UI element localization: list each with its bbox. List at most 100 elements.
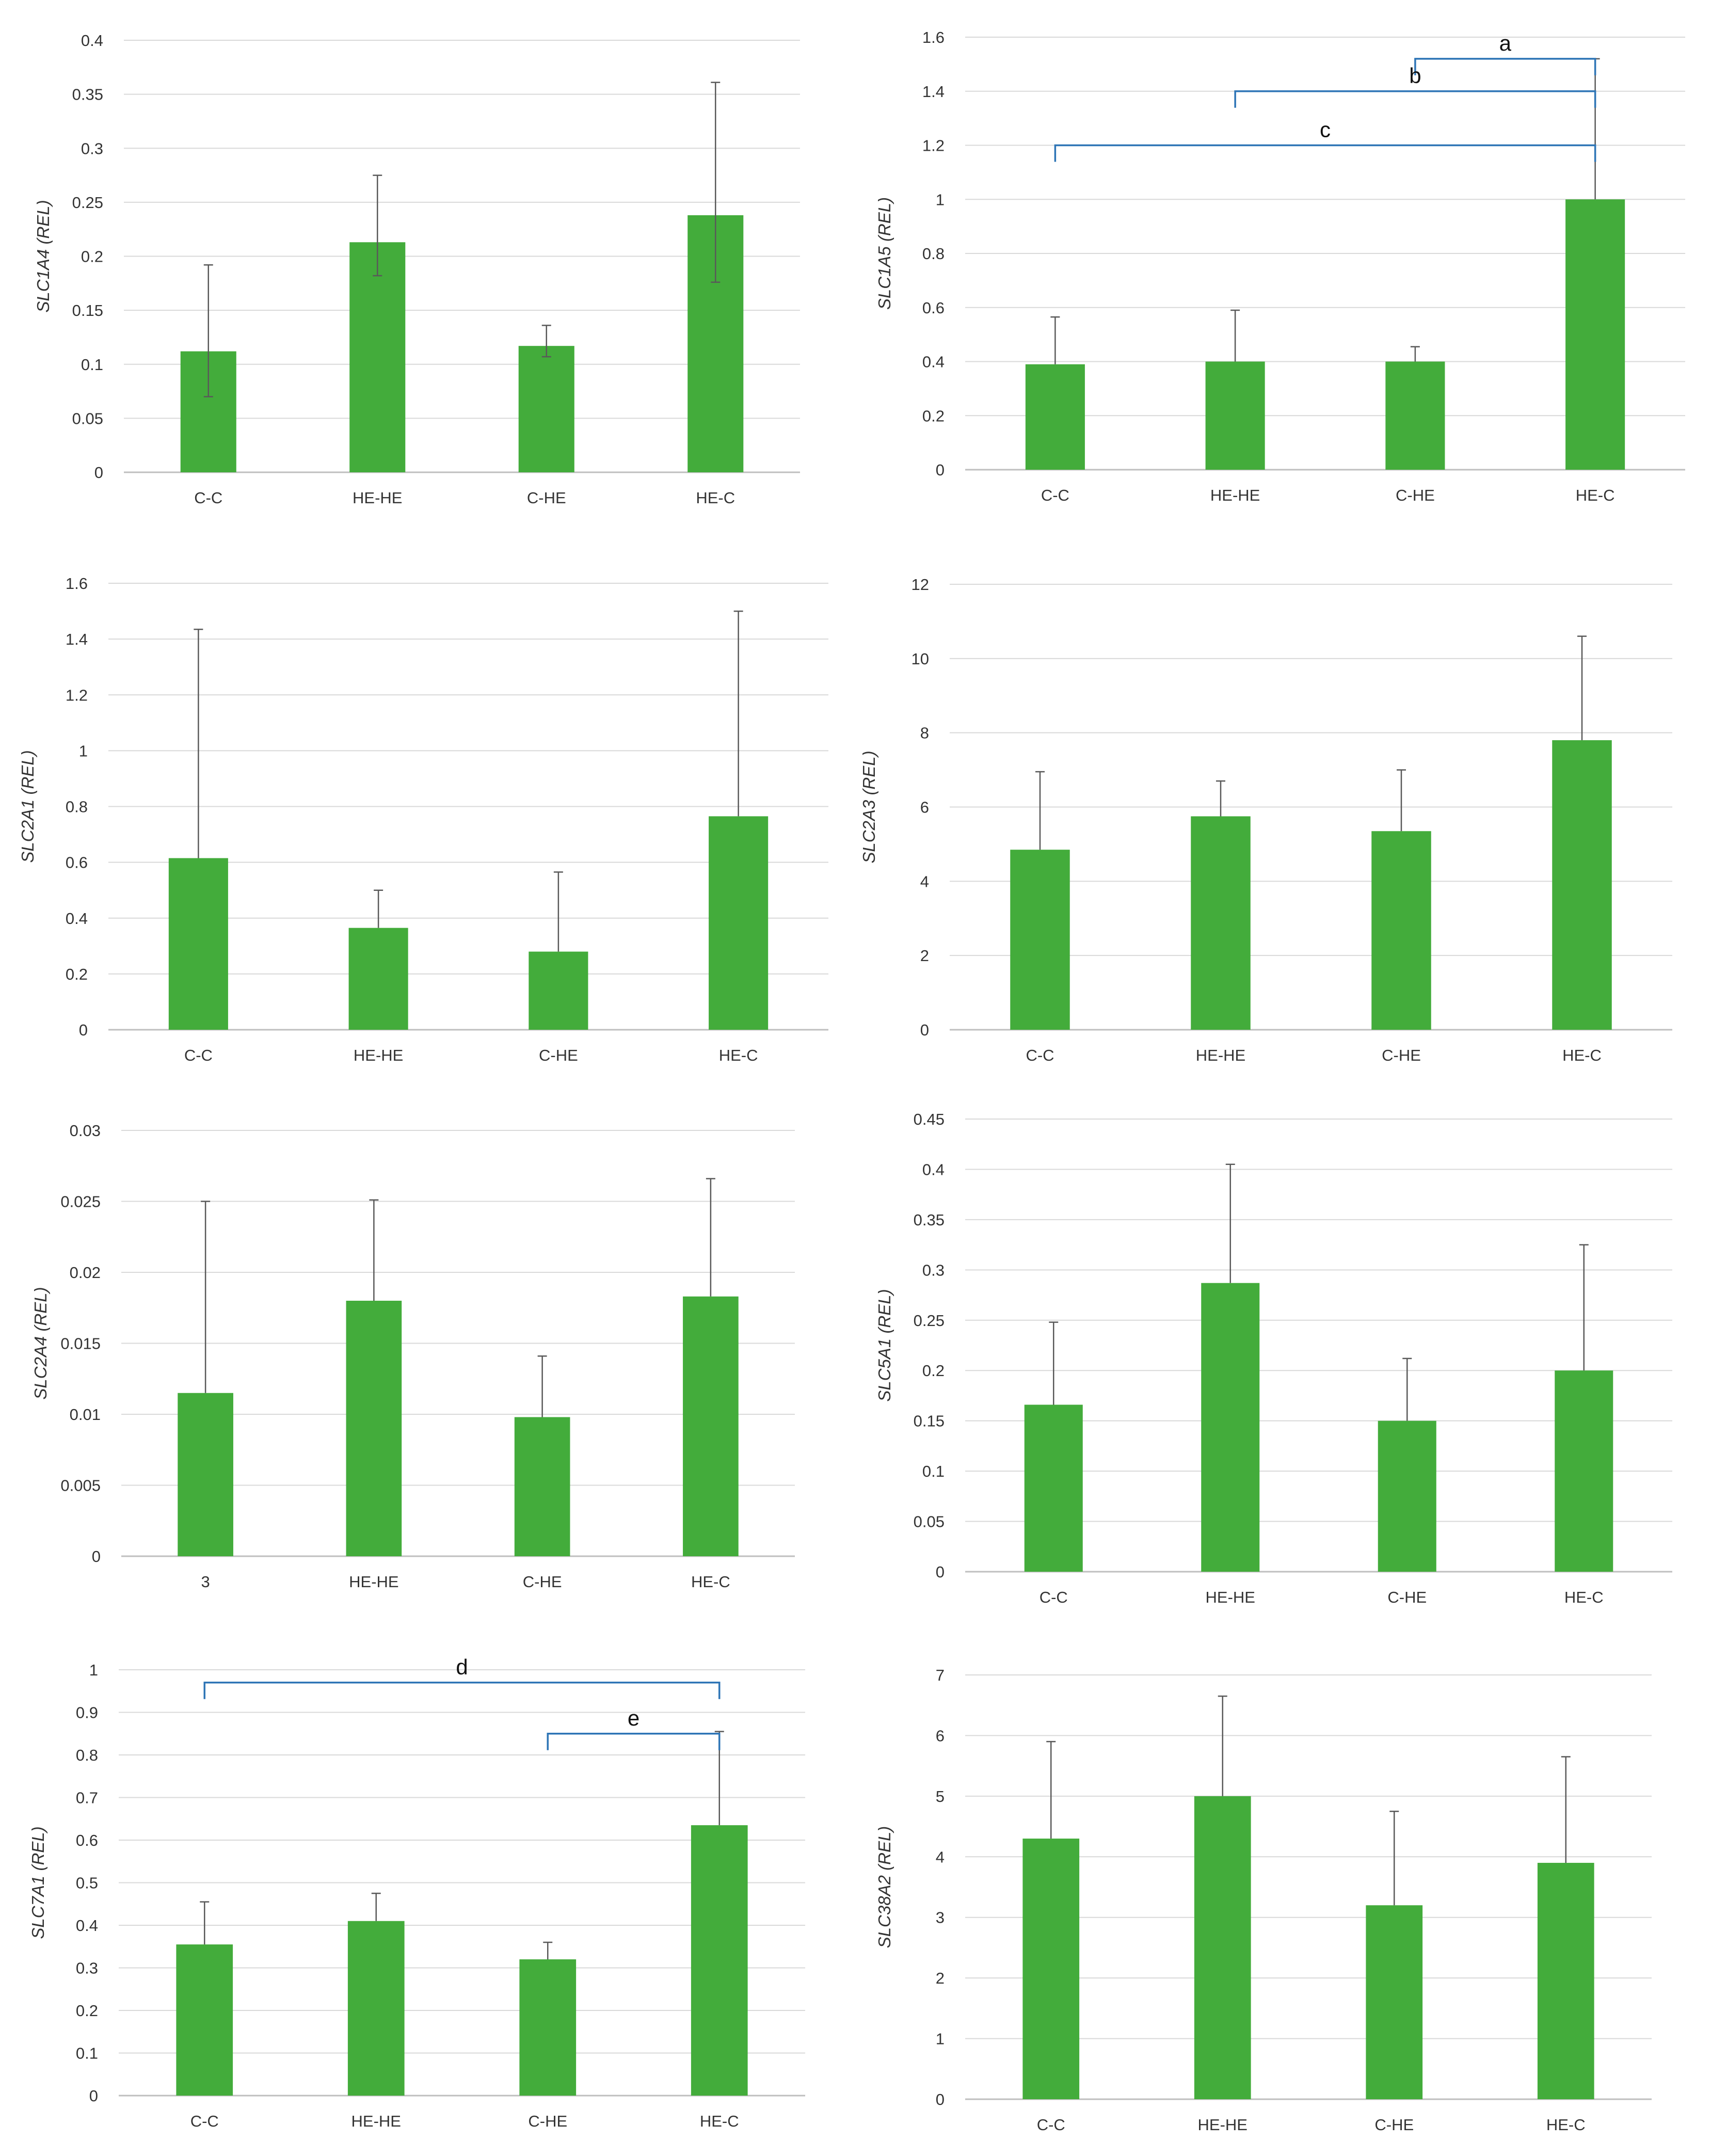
- y-tick-label: 0.25: [914, 1312, 945, 1330]
- category-label: C-HE: [1387, 1588, 1427, 1606]
- y-tick-label: 0.3: [81, 139, 103, 157]
- significance-bracket: [1414, 58, 1596, 75]
- y-tick-label: 0.1: [76, 2045, 98, 2063]
- y-tick-label: 6: [936, 1727, 945, 1745]
- y-tick-label: 0.9: [76, 1704, 98, 1722]
- significance-label: e: [628, 1706, 639, 1730]
- y-tick-label: 0: [94, 464, 103, 482]
- y-tick-label: 0.8: [66, 798, 88, 816]
- chart-panel-1: 0 0.05 0.1 0.15 0.2 0.25 0.3 0.35 0.4 SLC1A4 (REL…: [34, 31, 800, 507]
- y-axis-label: SLC2A4 (REL): [31, 1287, 50, 1399]
- y-tick-label: 0: [92, 1547, 101, 1566]
- category-label: C-HE: [1382, 1046, 1421, 1064]
- bar: [1191, 816, 1251, 1030]
- chart-panel-4: 0 2 4 6 8 10 12 SLC2A3 (REL) C-C HE-HE C-HE HE-C: [859, 576, 1672, 1064]
- y-tick-label: 0: [920, 1021, 929, 1039]
- bar: [1024, 1404, 1083, 1572]
- y-tick-label: 0.2: [66, 965, 88, 983]
- bar: [1371, 831, 1431, 1030]
- y-tick-label: 4: [920, 872, 929, 890]
- y-tick-label: 0.6: [76, 1831, 98, 1849]
- y-tick-label: 1: [79, 742, 88, 760]
- y-tick-label: 0: [936, 461, 945, 479]
- y-axis-label: SLC2A3 (REL): [859, 750, 878, 863]
- bar: [518, 346, 574, 472]
- y-tick-label: 1: [89, 1661, 98, 1679]
- bar: [691, 1825, 748, 2096]
- y-tick-label: 0.2: [922, 1362, 945, 1380]
- bar: [529, 951, 588, 1030]
- category-label: HE-HE: [1198, 2116, 1248, 2134]
- y-tick-label: 4: [936, 1848, 945, 1866]
- bar: [1194, 1796, 1251, 2099]
- category-label: HE-HE: [1210, 486, 1260, 504]
- category-label: 3: [201, 1573, 210, 1591]
- y-tick-label: 0.25: [72, 194, 103, 212]
- y-tick-label: 0.01: [70, 1406, 101, 1424]
- bar: [346, 1301, 402, 1556]
- y-axis-label: SLC2A1 (REL): [18, 750, 37, 863]
- y-tick-label: 0.15: [72, 301, 103, 320]
- bar: [709, 816, 769, 1030]
- y-tick-label: 0.35: [72, 86, 103, 104]
- significance-bracket: [1234, 90, 1596, 108]
- category-label: C-C: [1041, 486, 1069, 504]
- category-label: HE-HE: [1206, 1588, 1255, 1606]
- bar: [178, 1393, 233, 1556]
- category-label: C-C: [184, 1046, 213, 1064]
- significance-label: d: [456, 1655, 468, 1679]
- significance-bracket: [547, 1733, 721, 1750]
- category-label: C-C: [194, 489, 222, 507]
- bar: [176, 1944, 233, 2096]
- y-tick-label: 0.6: [922, 299, 945, 317]
- y-tick-label: 0.3: [922, 1261, 945, 1279]
- category-label: C-C: [190, 2112, 219, 2130]
- category-label: HE-C: [719, 1046, 758, 1064]
- y-tick-label: 0.2: [81, 248, 103, 266]
- y-tick-label: 5: [936, 1787, 945, 1806]
- category-label: HE-C: [700, 2112, 739, 2130]
- bar: [1205, 361, 1265, 470]
- chart-panel-2: 0 0.2 0.4 0.6 0.8 1 1.2 1.4 1.6 SLC1A5 (REL) C-C HE…: [875, 28, 1685, 504]
- y-tick-label: 1.4: [66, 630, 88, 648]
- y-axis-label: SLC1A5 (REL): [875, 197, 894, 310]
- bar: [683, 1296, 739, 1556]
- bar: [348, 928, 408, 1030]
- y-axis-label: SLC7A1 (REL): [28, 1826, 47, 1939]
- bar: [1537, 1863, 1594, 2099]
- category-label: C-HE: [523, 1573, 562, 1591]
- y-tick-label: 0.1: [922, 1462, 945, 1480]
- y-tick-label: 0.45: [914, 1110, 945, 1128]
- chart-panel-3: 0 0.2 0.4 0.6 0.8 1 1.2 1.4 1.6 SLC2A1 (REL) C-C HE…: [18, 574, 828, 1064]
- chart-panel-7: 0 0.1 0.2 0.3 0.4 0.5 0.6 0.7 0.8 0.9 1 SLC7A1 (REL…: [28, 1655, 805, 2130]
- category-label: C-HE: [527, 489, 566, 507]
- category-label: HE-HE: [353, 489, 402, 507]
- category-label: C-HE: [1374, 2116, 1414, 2134]
- y-tick-label: 0.4: [66, 909, 88, 928]
- y-tick-label: 0.005: [60, 1477, 101, 1495]
- bar: [1201, 1283, 1260, 1572]
- category-label: HE-C: [696, 489, 735, 507]
- y-tick-label: 2: [920, 947, 929, 965]
- chart-panel-8: 0 1 2 3 4 5 6 7 SLC38A2 (REL) C-C HE-HE C-HE HE-C: [875, 1666, 1652, 2134]
- y-tick-label: 0.05: [72, 409, 103, 427]
- category-label: HE-HE: [354, 1046, 403, 1064]
- bar: [1366, 1905, 1423, 2099]
- bar: [168, 858, 228, 1030]
- y-axis-label: SLC5A1 (REL): [875, 1289, 894, 1401]
- y-axis-label: SLC38A2 (REL): [875, 1826, 894, 1949]
- category-label: HE-HE: [1196, 1046, 1245, 1064]
- bar: [1010, 850, 1070, 1030]
- y-tick-label: 0.8: [922, 245, 945, 263]
- y-axis-label: SLC1A4 (REL): [34, 200, 53, 312]
- significance-label: a: [1499, 31, 1512, 55]
- bar: [1552, 740, 1612, 1030]
- y-tick-label: 0: [89, 2087, 98, 2105]
- category-label: C-HE: [1396, 486, 1435, 504]
- y-tick-label: 1.2: [922, 137, 945, 155]
- y-tick-label: 0.6: [66, 854, 88, 872]
- bar: [1555, 1370, 1613, 1572]
- y-tick-label: 0.4: [922, 1160, 945, 1178]
- category-label: HE-HE: [349, 1573, 398, 1591]
